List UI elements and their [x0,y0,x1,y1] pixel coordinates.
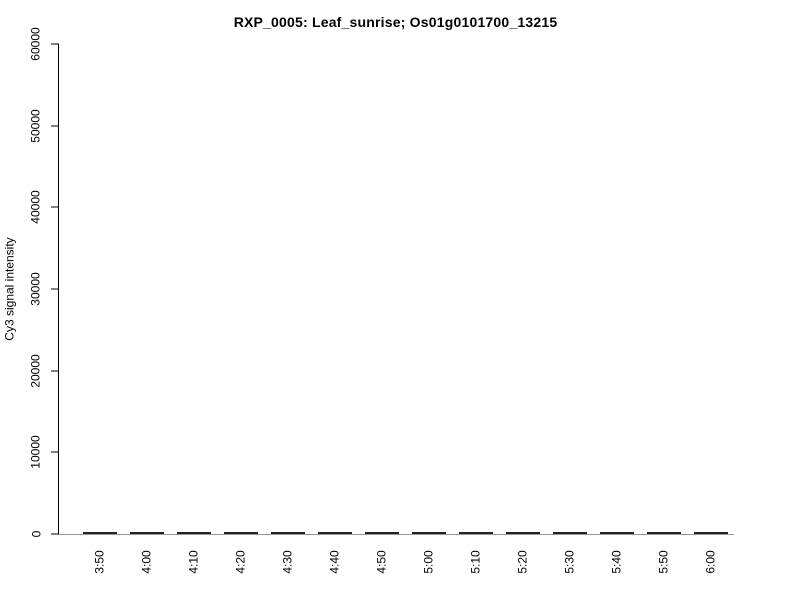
bar [694,532,711,534]
bar [241,532,258,534]
bar [335,532,352,534]
x-tick-label-text: 4:20 [233,550,248,574]
x-tick-label: 6:00 [694,534,728,590]
bar [664,532,681,534]
bar-group: 4:20 [224,532,258,574]
x-tick-label-text: 5:20 [515,550,530,574]
bar [459,532,476,534]
bar [570,532,587,534]
y-tick-label: 10000 [21,412,51,492]
bar [130,532,147,534]
x-tick-label-text: 4:30 [280,550,295,574]
x-tick-label-text: 5:30 [562,550,577,574]
x-tick-label-text: 5:00 [421,550,436,574]
y-tick-label-text: 0 [29,530,43,538]
x-tick-label: 4:10 [177,534,211,590]
x-tick-label: 5:00 [412,534,446,590]
bar [147,532,164,534]
bar [476,532,493,534]
plot-area: 0 10000 20000 30000 40000 50000 60000 3:50 4:00… [29,27,734,574]
chart-title: RXP_0005: Leaf_sunrise; Os01g0101700_132… [233,14,558,30]
bar [711,532,728,534]
y-tick-label: 20000 [21,331,51,411]
y-tick-label-text: 40000 [29,190,43,225]
x-tick-label: 5:30 [553,534,587,590]
x-tick-label-text: 3:50 [92,550,107,574]
x-tick-label: 4:20 [224,534,258,590]
bar [224,532,241,534]
y-tick-mark [51,370,59,372]
bar-group: 5:50 [647,532,681,574]
bar [318,532,335,534]
bar-group: 4:00 [130,532,164,574]
bar [83,532,100,534]
y-tick-mark [51,533,59,535]
bar [288,532,305,534]
x-axis-line [59,534,734,535]
y-tick-label-text: 10000 [29,435,43,470]
bar-group: 5:10 [459,532,493,574]
y-axis-title: Cy3 signal intensity [0,44,20,534]
x-tick-label: 4:30 [271,534,305,590]
y-tick-mark [51,206,59,208]
bar [553,532,570,534]
bar [194,532,211,534]
x-tick-label: 5:50 [647,534,681,590]
y-tick-label: 50000 [21,86,51,166]
bar-group: 6:00 [694,532,728,574]
y-tick-label-text: 60000 [29,27,43,61]
y-axis-title-text: Cy3 signal intensity [3,237,18,341]
y-tick-label-text: 50000 [29,108,43,143]
bar-group: 5:20 [506,532,540,574]
bar [506,532,523,534]
y-tick-mark [51,288,59,290]
x-tick-label: 4:50 [365,534,399,590]
x-tick-label: 4:00 [130,534,164,590]
y-tick-mark [51,43,59,45]
bar [523,532,540,534]
y-tick-mark [51,125,59,127]
bar-group: 4:30 [271,532,305,574]
y-tick-mark [51,451,59,453]
bar [177,532,194,534]
bar [100,532,117,534]
bar-group: 3:50 [83,532,117,574]
bar [382,532,399,534]
x-tick-label-text: 5:10 [468,550,483,574]
y-tick-label-text: 20000 [29,353,43,388]
bar-group: 4:40 [318,532,352,574]
bar-group: 5:00 [412,532,446,574]
bar [647,532,664,534]
x-tick-label-text: 4:10 [186,550,201,574]
bar [412,532,429,534]
bar-group: 4:50 [365,532,399,574]
x-tick-label-text: 4:50 [374,550,389,574]
y-tick-label: 40000 [21,167,51,247]
x-tick-label: 5:20 [506,534,540,590]
bar [271,532,288,534]
x-tick-label: 4:40 [318,534,352,590]
x-tick-label-text: 4:00 [139,550,154,574]
x-tick-label-text: 5:40 [609,550,624,574]
x-tick-label: 5:10 [459,534,493,590]
bar [429,532,446,534]
bar-group: 4:10 [177,532,211,574]
bar-groups: 3:50 4:00 4:10 4:20 4:30 4:40 4:50 5:00 5:10 5:20… [59,44,734,574]
y-tick-label: 30000 [21,249,51,329]
bar-group: 5:40 [600,532,634,574]
x-tick-label-text: 4:40 [327,550,342,574]
bar [600,532,617,534]
x-tick-label-text: 5:50 [656,550,671,574]
x-tick-label: 3:50 [83,534,117,590]
bar [365,532,382,534]
x-tick-label-text: 6:00 [703,550,718,574]
bar-group: 5:30 [553,532,587,574]
y-tick-label: 0 [21,494,51,574]
x-tick-label: 5:40 [600,534,634,590]
y-tick-label: 60000 [21,4,51,84]
bar [617,532,634,534]
y-tick-label-text: 30000 [29,272,43,306]
